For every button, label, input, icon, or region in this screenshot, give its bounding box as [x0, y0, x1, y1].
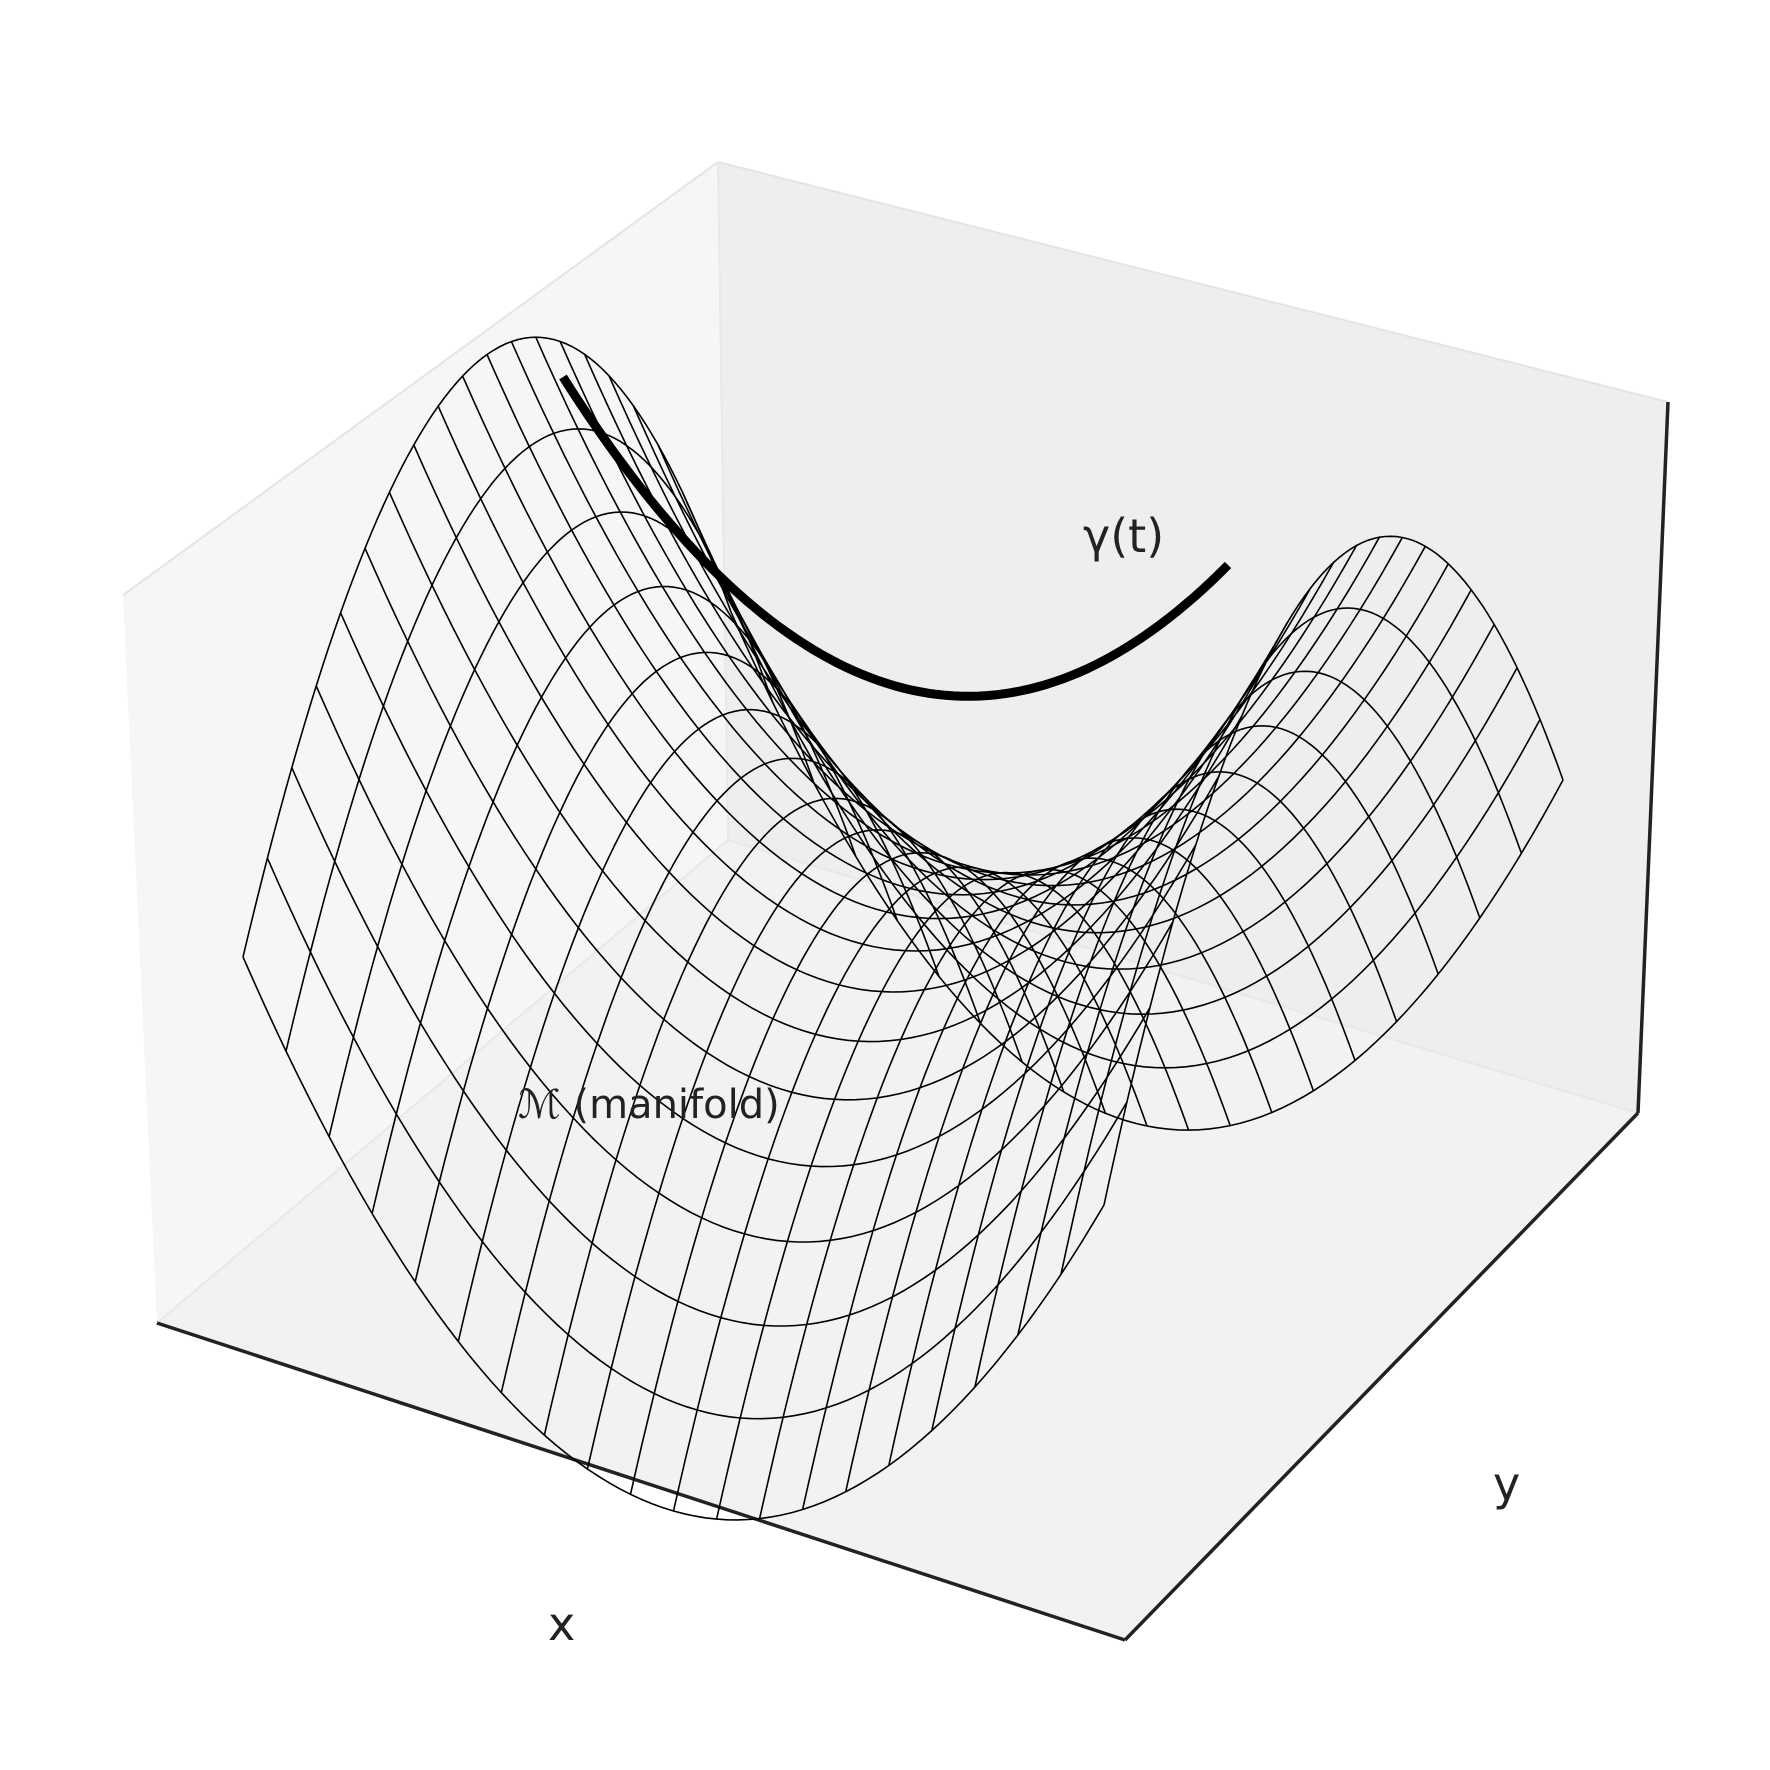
wire-line-v19 [705, 547, 1541, 1069]
wire-line-u13 [801, 857, 1273, 1510]
floor-pane [157, 840, 1638, 1640]
wire-line-v14 [583, 353, 1426, 887]
wire-line-u16 [931, 771, 1398, 1431]
left-pane [123, 162, 728, 1323]
pane-edge-vertical [717, 161, 729, 841]
wire-line-u14 [844, 837, 1315, 1492]
wire-line-v20 [730, 611, 1564, 1131]
wire-line-v13 [559, 341, 1403, 876]
wire-line-v10 [486, 354, 1335, 896]
wire-line-u12 [758, 868, 1231, 1519]
wire-line-v16 [632, 405, 1472, 934]
x-axis-line [156, 1321, 1126, 1642]
wire-line-u19 [1060, 607, 1523, 1275]
geodesic-curve [559, 374, 1232, 701]
z-axis-line [1636, 401, 1670, 1114]
pane-edges-floor [156, 838, 1639, 1324]
manifold-wireframe [242, 336, 1564, 1521]
wire-line-v12 [535, 336, 1381, 874]
y-axis-line [1123, 1111, 1640, 1642]
wire-line-u20 [1103, 535, 1564, 1206]
wire-line-v18 [681, 491, 1518, 1016]
surface-label: ℳ (manifold) [518, 1082, 780, 1128]
wire-line-v15 [608, 375, 1449, 906]
wire-line-u15 [888, 808, 1356, 1466]
y-axis-label: y [1493, 1457, 1520, 1511]
x-axis-label: x [548, 1597, 575, 1651]
curve-label: γ(t) [1083, 509, 1164, 563]
wire-line-v17 [657, 444, 1495, 970]
wire-line-u18 [1017, 670, 1481, 1336]
wire-line-u11 [715, 871, 1190, 1520]
